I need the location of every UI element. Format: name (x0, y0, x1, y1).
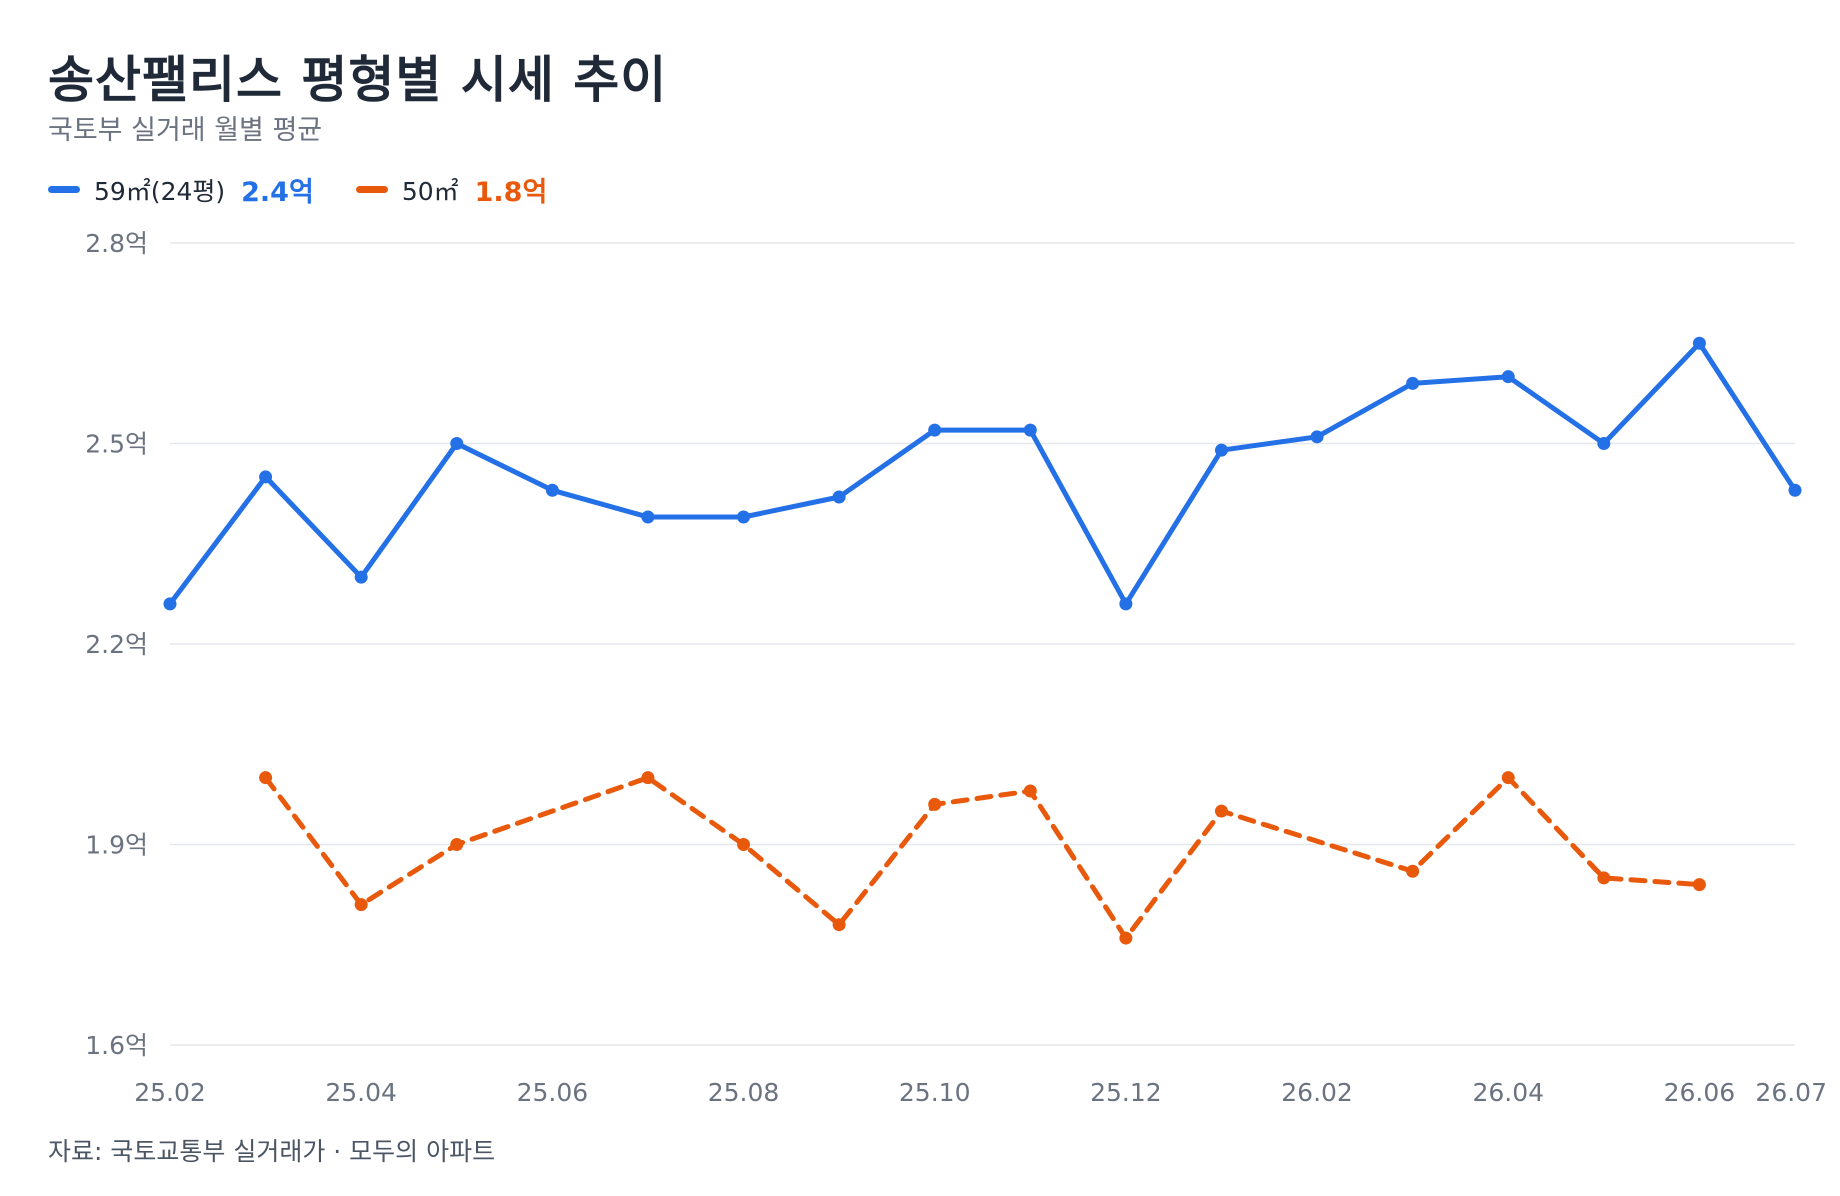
data-point (354, 898, 368, 912)
legend-item-50: 50㎡ 1.8억 (355, 170, 548, 209)
data-point (832, 918, 846, 932)
data-point (1406, 376, 1420, 390)
data-point (1214, 443, 1228, 457)
x-tick-label: 25.08 (708, 1078, 780, 1107)
legend-swatch-50 (355, 186, 388, 193)
data-point (450, 838, 464, 851)
data-point (832, 490, 846, 504)
x-tick-label: 25.12 (1090, 1078, 1162, 1107)
data-point (1119, 597, 1133, 611)
legend: 59㎡(24평) 2.4억 50㎡ 1.8억 (48, 170, 589, 209)
data-point (1788, 483, 1802, 497)
x-tick-label: 26.07 (1755, 1078, 1827, 1107)
data-point (1501, 370, 1515, 384)
data-point (259, 771, 273, 785)
legend-label-50: 50㎡ (401, 176, 459, 206)
data-point (1023, 423, 1037, 437)
data-point (545, 483, 559, 497)
x-tick-label: 25.10 (899, 1078, 971, 1107)
data-point (928, 797, 942, 811)
data-point (641, 771, 655, 785)
data-point (1023, 784, 1037, 798)
data-point (1119, 931, 1133, 945)
data-point (1692, 336, 1706, 350)
legend-item-59: 59㎡(24평) 2.4억 (48, 170, 314, 209)
x-tick-label: 25.06 (517, 1078, 589, 1107)
data-point (354, 570, 368, 584)
x-tick-label: 25.04 (325, 1078, 397, 1107)
data-point (928, 423, 942, 437)
y-tick-label: 2.8억 (85, 229, 148, 258)
legend-swatch-59 (48, 186, 80, 193)
x-tick-label: 26.02 (1281, 1078, 1353, 1107)
chart-title: 송산팰리스 평형별 시세 추이 (48, 51, 668, 109)
y-tick-label: 2.2억 (85, 630, 148, 659)
source-note: 자료: 국토교통부 실거래가 · 모두의 아파트 (48, 1137, 496, 1166)
data-point (1597, 437, 1611, 450)
series-line-1 (167, 340, 1798, 607)
chart-subtitle: 국토부 실거래 월별 평균 (48, 115, 323, 146)
data-point (259, 470, 273, 484)
data-point (737, 510, 751, 524)
x-tick-label: 25.02 (134, 1078, 206, 1107)
y-tick-label: 1.6억 (85, 1031, 148, 1060)
data-point (1310, 430, 1324, 444)
y-tick-label: 2.5억 (85, 430, 148, 459)
data-point (641, 510, 655, 524)
x-tick-label: 26.06 (1664, 1078, 1736, 1107)
legend-value-59: 2.4억 (241, 177, 314, 208)
data-point (1692, 878, 1706, 892)
data-point (1597, 871, 1611, 885)
legend-value-50: 1.8억 (474, 177, 548, 208)
data-point (1501, 771, 1515, 785)
data-point (737, 838, 751, 851)
data-point (1214, 804, 1228, 818)
legend-label-59: 59㎡(24평) (94, 176, 226, 206)
data-point (450, 437, 464, 450)
data-point (163, 597, 177, 611)
data-point (1406, 864, 1420, 878)
y-tick-label: 1.9억 (85, 831, 148, 860)
x-tick-label: 26.04 (1472, 1078, 1544, 1107)
series-line-2 (263, 775, 1702, 941)
